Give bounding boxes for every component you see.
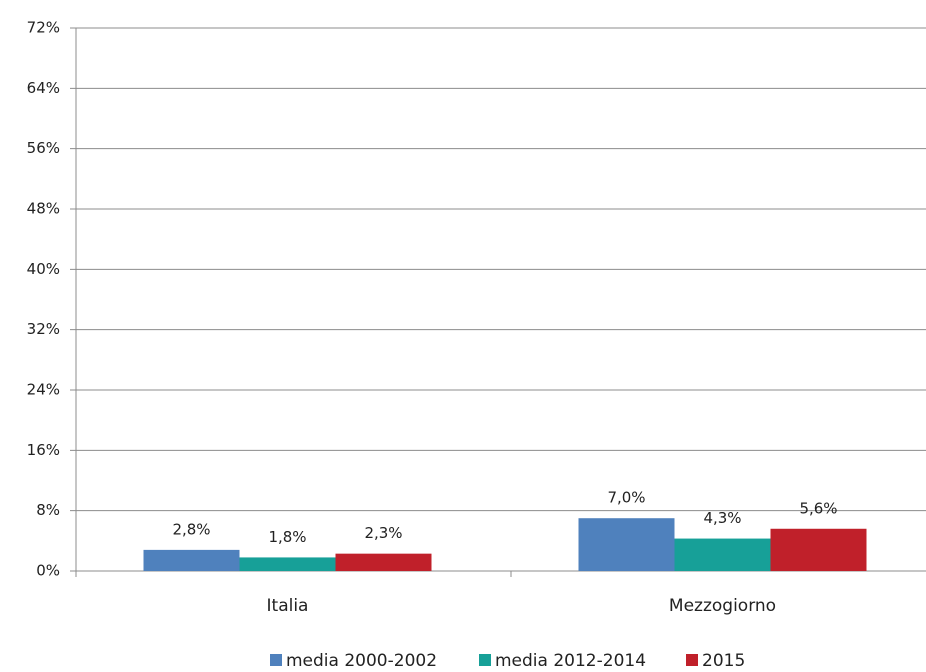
y-tick-label: 56%: [27, 139, 60, 157]
y-tick-label: 24%: [27, 381, 60, 399]
value-label: 2,8%: [172, 520, 210, 538]
bar: [770, 528, 867, 571]
value-label: 7,0%: [607, 489, 645, 507]
legend-label: media 2012-2014: [495, 651, 646, 671]
legend-swatch: [479, 654, 491, 666]
y-tick-label: 8%: [36, 501, 60, 519]
y-tick-label: 48%: [27, 200, 60, 218]
legend-swatch: [270, 654, 282, 666]
bar: [335, 553, 432, 571]
legend-label: media 2000-2002: [286, 651, 437, 671]
y-tick-label: 32%: [27, 320, 60, 338]
y-tick-label: 0%: [36, 562, 60, 580]
y-tick-label: 16%: [27, 441, 60, 459]
y-tick-label: 40%: [27, 260, 60, 278]
legend-label: 2015: [702, 651, 745, 671]
value-label: 1,8%: [268, 528, 306, 546]
value-label: 5,6%: [799, 499, 837, 517]
x-tick-label: Italia: [267, 596, 309, 616]
x-tick-label: Mezzogiorno: [669, 596, 776, 616]
value-label: 4,3%: [703, 509, 741, 527]
y-tick-label: 72%: [27, 19, 60, 37]
bar: [143, 549, 240, 571]
value-label: 2,3%: [364, 524, 402, 542]
bar: [239, 557, 336, 571]
bar: [674, 538, 771, 571]
legend-swatch: [686, 654, 698, 666]
y-tick-label: 64%: [27, 79, 60, 97]
bar: [578, 518, 675, 571]
